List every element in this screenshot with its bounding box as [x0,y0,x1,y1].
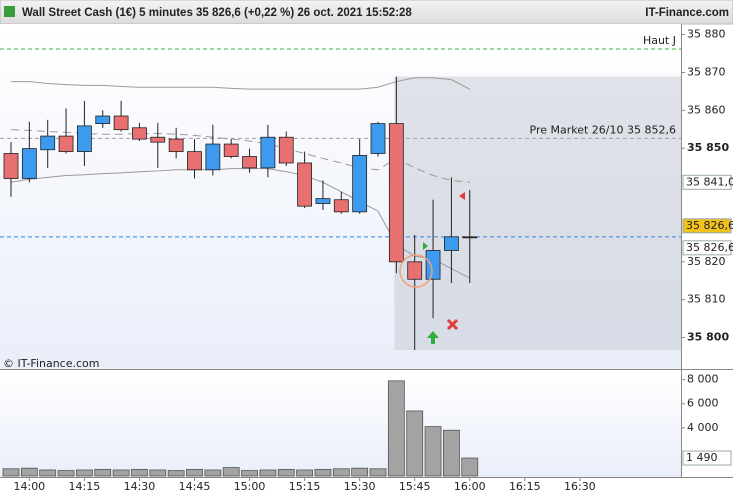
candle-body [205,143,221,171]
x-tick-label: 14:45 [179,480,211,493]
x-tick-label: 15:00 [234,480,266,493]
brand: IT-Finance.com [645,7,729,19]
x-tick-label: 16:15 [509,480,541,493]
volume-bar [222,467,240,477]
x-tick-label: 16:00 [454,480,486,493]
signal-triangle [459,192,465,200]
price-marker-box [682,218,732,234]
x-tick-label: 14:15 [69,480,101,493]
reference-label: Haut J [643,34,676,47]
x-tick-label: 15:15 [289,480,321,493]
y-tick-label: 35 850 [687,141,729,154]
volume-bar [314,468,332,477]
x-tick-label: 15:30 [344,480,376,493]
price-marker-label: 35 826,6 [686,241,733,254]
volume-bar [112,469,130,477]
volume-bar [167,470,185,477]
candle-body [113,115,129,131]
volume-bar [424,426,442,477]
candle-body [3,153,19,179]
x-tick-label: 14:30 [124,480,156,493]
volume-bar [351,467,369,477]
candle-body [425,250,441,280]
band-line [11,77,470,90]
candle-body [58,135,74,153]
volume-bar [94,468,112,477]
candle-body [187,151,202,171]
candle-body [462,236,478,239]
x-tick-label: 16:30 [564,480,596,493]
candle-body [388,123,404,263]
price-marker-label: 1 490 [686,451,718,464]
sell-marker [446,318,459,331]
candle-body [21,148,37,179]
volume-bar [39,469,57,477]
volume-bar [332,468,350,477]
price-marker-box [682,240,732,256]
candle-body [242,156,257,169]
volume-panel [0,370,681,477]
watermark: © IT-Finance.com [3,357,100,370]
price-marker-label: 35 841,0 [686,175,733,188]
volume-bar [2,468,20,477]
candle-body [333,199,349,213]
candle-body [315,198,331,204]
price-marker-box [682,174,732,190]
price-marker-label: 35 826,6 [686,219,733,232]
candle-body [223,143,239,157]
y-tick-label: 35 800 [687,331,729,344]
candle-body [150,136,166,143]
y-tick-label: 35 880 [687,28,726,41]
y-tick-label: 35 870 [687,65,726,78]
candle-body [352,155,368,213]
x-tick-label: 15:45 [399,480,431,493]
volume-bar [406,410,424,477]
volume-bar [20,467,38,477]
volume-bar [387,380,405,477]
candle-body [370,123,386,154]
volume-bar [241,470,258,477]
highlight-circle [399,254,433,288]
volume-bar [149,469,167,477]
candle-body [40,135,56,151]
y-tick-label: 35 810 [687,293,726,306]
volume-bar [277,468,295,477]
candle-body [278,136,294,164]
volume-bar [57,470,75,477]
buy-arrow [427,331,439,344]
price-marker-box [682,450,732,466]
header-icon [4,6,15,17]
y-tick-label: 35 860 [687,103,726,116]
header-title: Wall Street Cash (1€) 5 minutes 35 826,6… [22,7,412,19]
range-zone [394,76,681,351]
volume-bar [259,469,277,477]
candle-body [297,162,313,207]
volume-bar [296,469,314,477]
y-tick-label: 8 000 [687,373,719,386]
volume-bar [369,468,387,477]
volume-bar [461,457,479,477]
reference-label: Pre Market 26/10 35 852,6 [530,123,676,136]
volume-bar [442,429,460,477]
candle-body [168,138,184,153]
candle-body [443,236,459,251]
volume-bar [76,469,93,477]
candle-body [95,115,111,124]
candle-body [132,127,147,140]
volume-bar [186,468,203,477]
candle-body [407,261,423,280]
candle-body [260,136,276,169]
x-tick-label: 14:00 [13,480,45,493]
y-tick-label: 6 000 [687,397,719,410]
volume-bar [131,468,148,477]
candle-body [77,125,92,153]
signal-triangle [423,242,428,250]
y-tick-label: 35 820 [687,255,726,268]
plot-layer: 35 880 35 870 35 860 35 850 35 820 35 810 35 8… [0,28,733,493]
volume-bar [204,469,222,477]
y-tick-label: 4 000 [687,421,719,434]
